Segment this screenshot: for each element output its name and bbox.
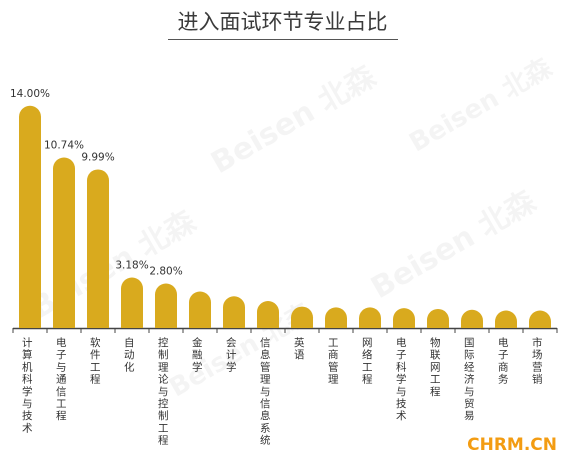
bar-4 xyxy=(121,277,143,328)
category-label-11: 网络工程 xyxy=(362,337,373,386)
bar-6 xyxy=(189,291,211,328)
category-label-5: 控制理论与控制工程 xyxy=(158,336,169,447)
data-label-1: 14.00% xyxy=(10,88,50,100)
bar-13 xyxy=(427,308,449,328)
category-label-8: 信息管理与信息系统 xyxy=(260,337,271,447)
category-label-3: 软件工程 xyxy=(90,336,101,386)
data-label-2: 10.74% xyxy=(44,140,84,152)
bar-14 xyxy=(461,309,483,328)
category-label-9: 英语 xyxy=(294,336,305,361)
data-label-3: 9.99% xyxy=(81,151,114,163)
bar-16 xyxy=(529,310,551,328)
category-label-15: 电子商务 xyxy=(498,336,509,386)
bar-10 xyxy=(325,307,347,328)
category-label-7: 会计学 xyxy=(226,336,237,373)
bar-9 xyxy=(291,306,313,328)
brand-logo: CHRM.CN xyxy=(467,435,557,455)
bar-12 xyxy=(393,308,415,328)
bar-1 xyxy=(19,105,41,328)
category-label-1: 计算机科学与技术 xyxy=(22,336,33,434)
bar-8 xyxy=(257,301,279,328)
category-label-13: 物联网工程 xyxy=(430,336,441,398)
category-label-2: 电子与通信工程 xyxy=(56,336,67,422)
category-label-16: 市场营销 xyxy=(532,336,543,386)
title-wrap: 进入面试环节专业占比 xyxy=(0,6,565,40)
category-label-14: 国际经济与贸易 xyxy=(464,337,475,422)
bar-5 xyxy=(155,283,177,328)
bar-3 xyxy=(87,169,109,328)
bar-7 xyxy=(223,296,245,328)
bar-11 xyxy=(359,307,381,328)
category-label-12: 电子科学与技术 xyxy=(396,336,407,422)
bar-2 xyxy=(53,157,75,328)
category-label-10: 工商管理 xyxy=(328,337,339,386)
category-label-6: 金融学 xyxy=(192,336,203,373)
bar-15 xyxy=(495,310,517,328)
category-label-4: 自动化 xyxy=(124,336,135,373)
data-label-4: 3.18% xyxy=(115,260,148,272)
data-label-5: 2.80% xyxy=(149,266,182,278)
chart-title: 进入面试环节专业占比 xyxy=(167,6,398,40)
